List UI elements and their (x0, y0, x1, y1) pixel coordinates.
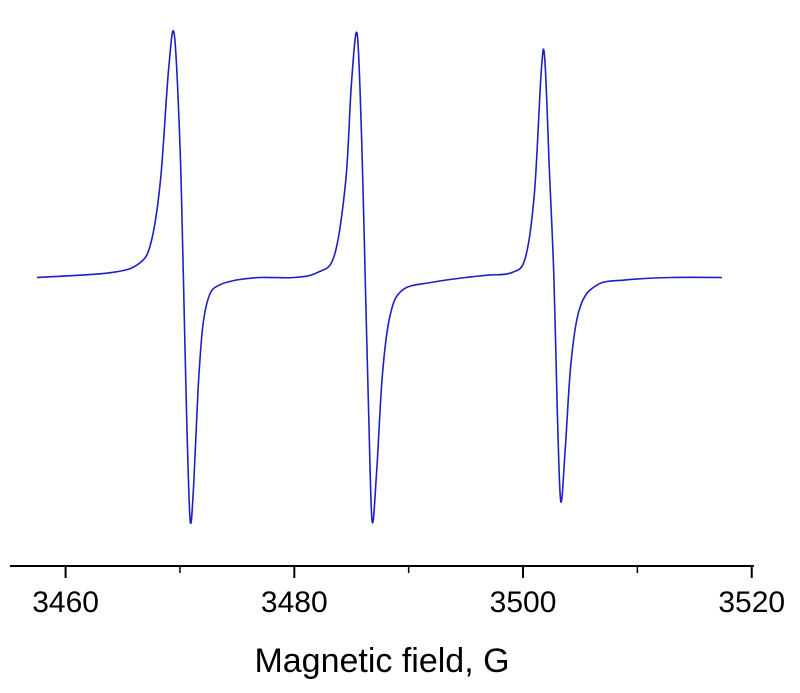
series-line-0 (36, 30, 723, 525)
x-tick-label: 3520 (718, 586, 785, 619)
plot-area (36, 30, 723, 525)
x-tick-label: 3500 (490, 586, 557, 619)
x-axis-tick-labels: 3460 3480 3500 3520 (32, 586, 785, 619)
x-axis-minor-ticks (179, 566, 639, 573)
x-tick-label: 3460 (32, 586, 99, 619)
x-tick-label: 3480 (261, 586, 328, 619)
x-axis-major-ticks (64, 566, 753, 578)
x-axis-title: Magnetic field, G (254, 642, 509, 680)
